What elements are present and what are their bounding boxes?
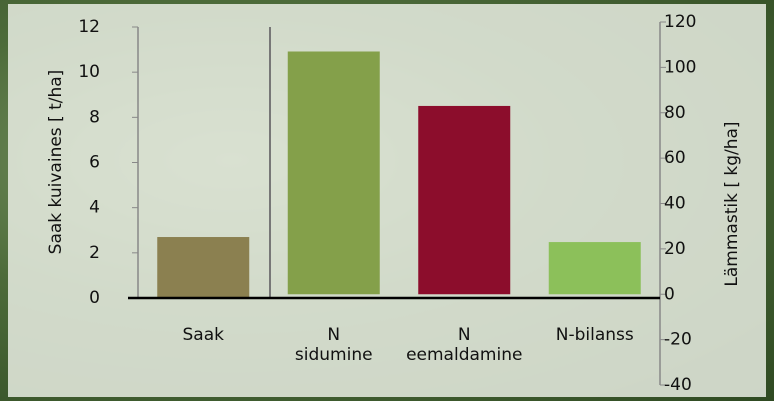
x-tick-label: N eemaldamine	[406, 325, 523, 365]
y2-tick-label: -20	[664, 330, 692, 350]
bar	[157, 237, 250, 298]
bar	[418, 105, 511, 295]
y-tick-label: 10	[78, 62, 100, 82]
y-tick-label: 8	[89, 107, 100, 127]
bar	[548, 242, 641, 295]
x-tick-label: N-bilanss	[555, 325, 634, 345]
y2-tick-label: -40	[664, 375, 692, 395]
bar	[287, 51, 380, 295]
x-tick-label: Saak	[182, 325, 224, 345]
y2-tick-label: 120	[664, 12, 696, 32]
y2-tick-label: 40	[664, 194, 686, 214]
y2-axis-label: Lämmastik [ kg/ha]	[722, 121, 742, 286]
y-tick-label: 4	[89, 198, 100, 218]
y-axis-label: Saak kuivaines [ t/ha]	[46, 70, 66, 255]
y-tick-label: 2	[89, 243, 100, 263]
y-tick-label: 6	[89, 153, 100, 173]
x-tick-label: N sidumine	[294, 325, 373, 365]
y2-tick-label: 20	[664, 239, 686, 259]
y-tick-label: 12	[78, 17, 100, 37]
panel	[8, 4, 766, 397]
y2-tick-label: 60	[664, 148, 686, 168]
y2-tick-label: 0	[664, 284, 675, 304]
y-tick-label: 0	[89, 288, 100, 308]
y2-tick-label: 80	[664, 103, 686, 123]
y2-tick-label: 100	[664, 57, 696, 77]
